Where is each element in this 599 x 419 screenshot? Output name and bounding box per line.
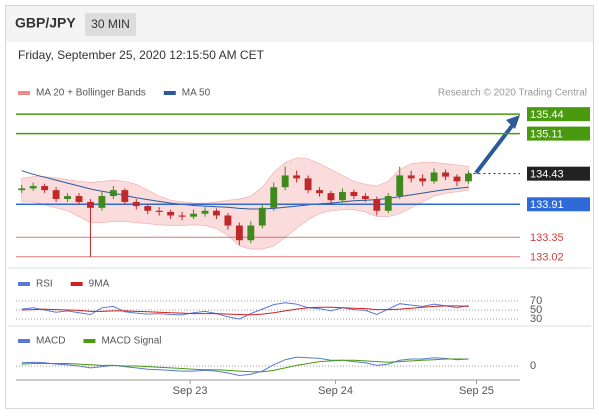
- level-label: 133.35: [530, 232, 564, 244]
- candle-body: [109, 190, 117, 197]
- ma50-line: [21, 170, 469, 210]
- y-tick-label: 70: [530, 295, 542, 307]
- candle-body: [29, 186, 37, 189]
- candle-body: [224, 215, 232, 226]
- candle-body: [155, 210, 163, 212]
- candle-body: [384, 196, 392, 211]
- legend-label: RSI: [36, 279, 53, 290]
- y-tick-label: 50: [530, 304, 542, 316]
- candle-body: [453, 176, 461, 182]
- level-box: [527, 126, 590, 141]
- candle-body: [407, 175, 415, 179]
- candle-body: [201, 210, 209, 214]
- forecast-arrow: [474, 120, 517, 175]
- legend-swatch: [18, 282, 30, 286]
- candle-body: [41, 186, 49, 191]
- candle-body: [293, 175, 301, 179]
- candle-body: [361, 196, 369, 199]
- legend-swatch: [18, 91, 30, 95]
- timeframe: 30 MIN: [91, 17, 130, 31]
- timeframe-badge: [85, 13, 136, 36]
- candle-body: [64, 196, 71, 199]
- forecast-arrowhead: [506, 115, 520, 129]
- candle-body: [442, 172, 449, 177]
- pair: GBP/JPY: [15, 15, 76, 31]
- indicator-line: [21, 305, 469, 316]
- candle-body: [258, 207, 266, 226]
- candle-body: [213, 210, 220, 216]
- candle-body: [373, 199, 381, 211]
- legend-label: MA 20 + Bollinger Bands: [36, 88, 146, 99]
- candle-body: [247, 225, 255, 241]
- level-label: 134.43: [530, 169, 564, 181]
- candle-body: [18, 188, 26, 191]
- level-label: 133.02: [530, 252, 564, 264]
- level-box: [527, 166, 590, 181]
- level-box: [527, 107, 590, 122]
- y-tick-label: 0: [530, 360, 536, 372]
- bollinger-band: [21, 157, 469, 250]
- legend-label: MA 50: [182, 88, 211, 99]
- legend-label: MACD Signal: [101, 336, 161, 347]
- legend-swatch: [83, 339, 96, 343]
- level-label: 135.44: [530, 109, 564, 121]
- candle-body: [132, 201, 140, 207]
- candle-body: [190, 213, 197, 217]
- candle-body: [121, 190, 129, 202]
- x-tick-label: Sep 25: [459, 385, 494, 397]
- credit: Research © 2020 Trading Central: [438, 88, 587, 99]
- candle-body: [304, 178, 312, 191]
- candle-body: [465, 173, 472, 182]
- candle-body: [75, 196, 83, 202]
- candle-body: [339, 191, 346, 201]
- candle-body: [396, 175, 404, 197]
- candle-body: [270, 187, 278, 208]
- candle-body: [316, 190, 323, 194]
- candle-body: [281, 175, 289, 188]
- x-tick-label: Sep 24: [318, 385, 353, 397]
- date: Friday, September 25, 2020 12:15:50 AM C…: [18, 48, 265, 62]
- indicator-line: [21, 358, 469, 373]
- candle-body: [178, 215, 186, 217]
- level-label: 135.11: [530, 128, 563, 140]
- legend-swatch: [70, 282, 83, 286]
- candle-body: [144, 206, 152, 211]
- x-tick-label: Sep 23: [173, 385, 208, 397]
- level-label: 133.91: [530, 199, 564, 211]
- legend-swatch: [163, 91, 176, 95]
- legend-label: 9MA: [89, 279, 110, 290]
- legend-swatch: [18, 339, 30, 343]
- candle-body: [98, 196, 106, 208]
- candle-body: [167, 211, 175, 216]
- candle-body: [235, 225, 243, 241]
- legend-label: MACD: [36, 336, 65, 347]
- candle-body: [430, 172, 438, 182]
- level-box: [527, 197, 590, 212]
- candle-body: [419, 178, 427, 182]
- candle-body: [87, 201, 94, 208]
- candle-body: [350, 191, 358, 197]
- y-tick-label: 30: [530, 313, 542, 325]
- candle-body: [52, 190, 60, 199]
- candle-body: [327, 193, 335, 201]
